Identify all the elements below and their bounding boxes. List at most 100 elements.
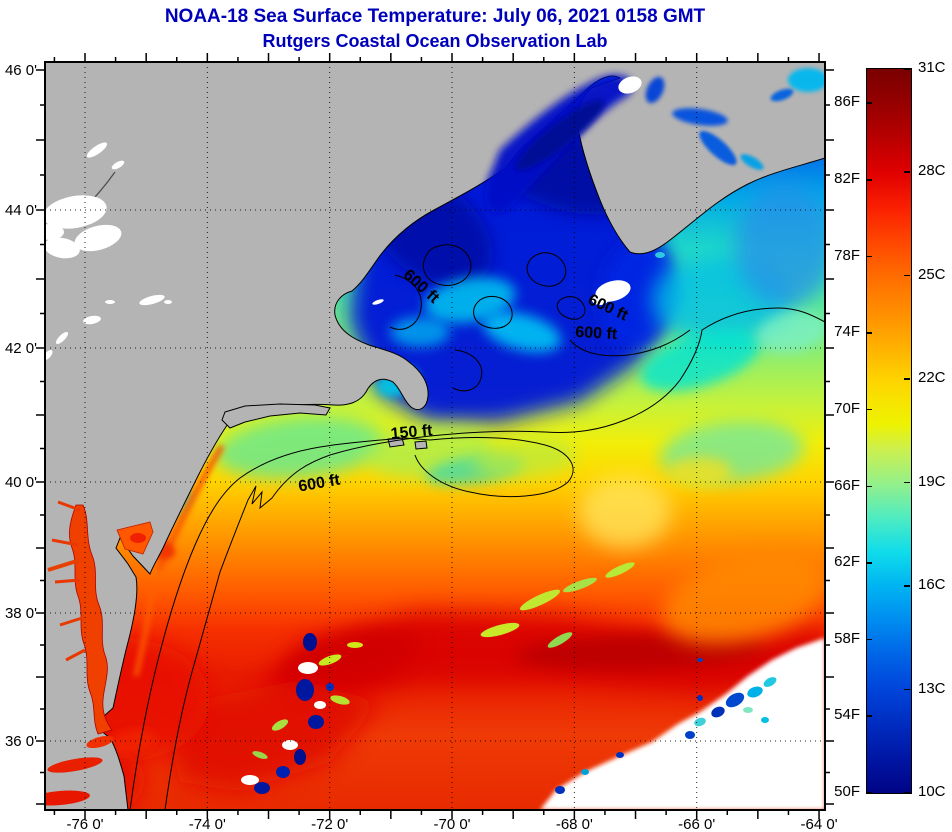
- depth-contour: [526, 252, 567, 287]
- colorbar-tick: [866, 179, 872, 181]
- land-mainland: [45, 62, 825, 810]
- speckle: [616, 752, 624, 758]
- colorbar-fahrenheit-label: 50F: [834, 783, 860, 800]
- speckle: [655, 252, 665, 258]
- colorbar-tick: [904, 481, 910, 484]
- ches-mouth-plume: [107, 729, 157, 755]
- bay-of-fundy-core: [516, 99, 604, 171]
- speckle: [308, 715, 324, 729]
- lon-tick-label: -70 0': [433, 816, 470, 832]
- colorbar-tick: [866, 332, 872, 334]
- east-ns-blue: [735, 183, 825, 307]
- axis-labels: 46 0' 44 0' 42 0' 40 0' 38 0' 36 0' -76 0' -74 …: [5, 62, 838, 832]
- bras-dor-lake: [699, 130, 737, 166]
- gulf-stream-sw-arm: [170, 680, 380, 792]
- shelf-green-band-west: [215, 417, 385, 479]
- colorbar-fahrenheit-label: 70F: [834, 399, 860, 417]
- depth-contour: [452, 349, 483, 392]
- delaware-bay-core: [130, 533, 146, 543]
- chesapeake-branch-5: [65, 648, 86, 662]
- lon-tick-label: -68 0': [556, 816, 593, 832]
- colorbar-tick: [904, 688, 910, 691]
- map-subtitle: Rutgers Coastal Ocean Observation Lab: [262, 31, 608, 51]
- speckle: [480, 622, 520, 638]
- nodata-white-region: [540, 638, 825, 810]
- estuary-mouth: [86, 735, 114, 749]
- speckle: [294, 749, 306, 765]
- colorbar-tick: [904, 378, 910, 380]
- colorbar-fahrenheit-label: 58F: [834, 629, 860, 647]
- graticule: [45, 62, 825, 810]
- colorbar-celsius-label: 19C: [918, 472, 946, 490]
- cape-breton-corner-cyan: [788, 68, 825, 92]
- scotian-dark-blue: [601, 240, 679, 350]
- se-orange-wedge: [662, 551, 825, 645]
- speckle: [318, 654, 342, 666]
- east-yellow-blob: [668, 457, 732, 487]
- speckle: [252, 751, 268, 759]
- cloud: [45, 195, 107, 229]
- chesapeake-branch-2: [51, 538, 79, 547]
- colorbar-celsius-label: 10C: [918, 783, 946, 800]
- cloud: [139, 294, 165, 306]
- speckle: [697, 695, 703, 701]
- colorbar-celsius-label: 22C: [918, 369, 946, 387]
- speckle: [581, 769, 589, 775]
- speckle: [330, 695, 350, 705]
- gom-cyan-patch-1: [424, 276, 516, 324]
- chesapeake-branch-1: [57, 500, 81, 512]
- speckle: [254, 782, 270, 794]
- gom-cyan-patch-3: [390, 317, 450, 347]
- lon-tick-label: -72 0': [311, 816, 348, 832]
- speckle: [276, 766, 290, 778]
- cloud: [372, 299, 384, 305]
- speckle: [347, 642, 363, 648]
- lat-tick-label: 36 0': [5, 733, 37, 750]
- speckle: [605, 562, 635, 578]
- speckle: [747, 686, 763, 698]
- cape-breton-blue-streak: [770, 88, 794, 102]
- colorbar-fahrenheit-label: 62F: [834, 553, 860, 571]
- speckle: [685, 731, 695, 739]
- depth-contour: [422, 244, 472, 286]
- depth-contour: [164, 307, 825, 810]
- depth-contour: [569, 329, 691, 357]
- estuary-james: [47, 757, 103, 773]
- cloud: [164, 300, 172, 304]
- colorbar-fahrenheit-label: 74F: [834, 323, 860, 341]
- land: [45, 62, 825, 810]
- lon-tick-label: -66 0': [678, 816, 715, 832]
- colorbar-celsius-label: 31C: [918, 59, 946, 76]
- colorbar-panel: 86F 82F 78F 74F 70F 66F 62F 58F 54F 50F 31C 28C 25C 2…: [820, 0, 952, 832]
- gulf-stream-west-blob: [280, 628, 420, 692]
- speckle: [743, 707, 753, 713]
- bathymetry-contours: [129, 244, 825, 810]
- colorbar-fahrenheit-label: 54F: [834, 706, 860, 724]
- speckle: [314, 701, 326, 709]
- colorbar-fahrenheit-label: 78F: [834, 246, 860, 264]
- cloud: [45, 224, 64, 240]
- speckle: [547, 632, 573, 648]
- speckle: [298, 662, 318, 674]
- map-title: NOAA-18 Sea Surface Temperature: July 06…: [164, 6, 706, 27]
- colorbar-celsius-label: 28C: [918, 162, 946, 180]
- lat-tick-label: 42 0': [5, 340, 37, 357]
- colorbar-tick: [866, 792, 872, 794]
- cloud: [105, 300, 115, 304]
- lat-tick-label: 38 0': [5, 605, 37, 622]
- warm-eddy-pale-core: [579, 476, 671, 548]
- colorbar-fahrenheit-label: 86F: [834, 93, 860, 111]
- colorbar-tick: [904, 274, 910, 277]
- colorbar-tick: [904, 585, 910, 587]
- speckle: [519, 589, 561, 611]
- cloud-patches: [45, 76, 642, 360]
- axis-ticks: [36, 53, 834, 819]
- colorbar-celsius-label: 16C: [918, 576, 946, 594]
- speckle: [694, 717, 706, 727]
- speckle: [241, 775, 259, 785]
- colorbar-tick: [904, 171, 910, 173]
- speckle: [555, 786, 565, 794]
- cloud: [111, 160, 125, 170]
- chesapeake-branch-4: [59, 616, 83, 627]
